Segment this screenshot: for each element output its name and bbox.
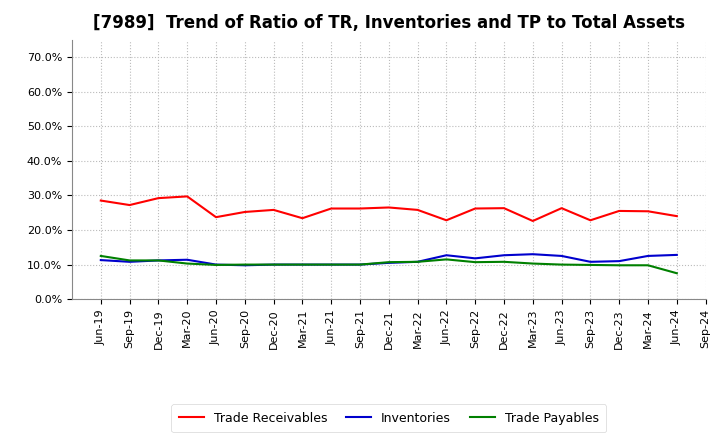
Inventories [586, 259, 595, 264]
Inventories [672, 252, 681, 257]
Trade Receivables [240, 209, 249, 215]
Line: Inventories: Inventories [101, 254, 677, 265]
Inventories [183, 257, 192, 262]
Trade Receivables [413, 207, 422, 213]
Trade Payables [615, 263, 624, 268]
Inventories [471, 256, 480, 261]
Trade Payables [528, 261, 537, 266]
Trade Receivables [154, 195, 163, 201]
Trade Payables [413, 259, 422, 264]
Inventories [557, 253, 566, 259]
Trade Receivables [442, 218, 451, 223]
Inventories [96, 257, 105, 263]
Trade Payables [586, 262, 595, 268]
Trade Receivables [298, 216, 307, 221]
Trade Receivables [125, 202, 134, 208]
Trade Payables [644, 263, 652, 268]
Trade Payables [183, 261, 192, 266]
Trade Payables [500, 259, 508, 264]
Trade Payables [125, 258, 134, 263]
Inventories [327, 262, 336, 267]
Trade Receivables [384, 205, 393, 210]
Inventories [125, 259, 134, 264]
Trade Receivables [212, 215, 220, 220]
Inventories [528, 252, 537, 257]
Trade Receivables [586, 218, 595, 223]
Inventories [644, 253, 652, 259]
Trade Receivables [644, 209, 652, 214]
Title: [7989]  Trend of Ratio of TR, Inventories and TP to Total Assets: [7989] Trend of Ratio of TR, Inventories… [93, 15, 685, 33]
Trade Receivables [672, 213, 681, 219]
Trade Payables [96, 253, 105, 259]
Trade Payables [384, 260, 393, 265]
Trade Receivables [528, 218, 537, 224]
Trade Receivables [183, 194, 192, 199]
Trade Payables [672, 271, 681, 276]
Inventories [500, 253, 508, 258]
Trade Receivables [269, 207, 278, 213]
Trade Payables [240, 262, 249, 267]
Inventories [154, 258, 163, 263]
Inventories [269, 262, 278, 267]
Trade Payables [154, 258, 163, 263]
Trade Receivables [96, 198, 105, 203]
Inventories [298, 262, 307, 267]
Inventories [442, 253, 451, 258]
Inventories [212, 262, 220, 267]
Trade Payables [442, 257, 451, 262]
Trade Receivables [471, 206, 480, 211]
Trade Receivables [500, 205, 508, 211]
Trade Payables [298, 262, 307, 267]
Inventories [240, 263, 249, 268]
Trade Receivables [356, 206, 364, 211]
Trade Payables [327, 262, 336, 267]
Inventories [615, 258, 624, 264]
Trade Payables [557, 262, 566, 267]
Trade Receivables [557, 205, 566, 211]
Inventories [384, 260, 393, 265]
Trade Receivables [327, 206, 336, 211]
Line: Trade Receivables: Trade Receivables [101, 196, 677, 221]
Inventories [356, 262, 364, 267]
Trade Payables [356, 262, 364, 267]
Trade Receivables [615, 208, 624, 213]
Trade Payables [212, 262, 220, 268]
Line: Trade Payables: Trade Payables [101, 256, 677, 273]
Legend: Trade Receivables, Inventories, Trade Payables: Trade Receivables, Inventories, Trade Pa… [171, 404, 606, 432]
Trade Payables [269, 262, 278, 267]
Inventories [413, 259, 422, 264]
Trade Payables [471, 260, 480, 265]
